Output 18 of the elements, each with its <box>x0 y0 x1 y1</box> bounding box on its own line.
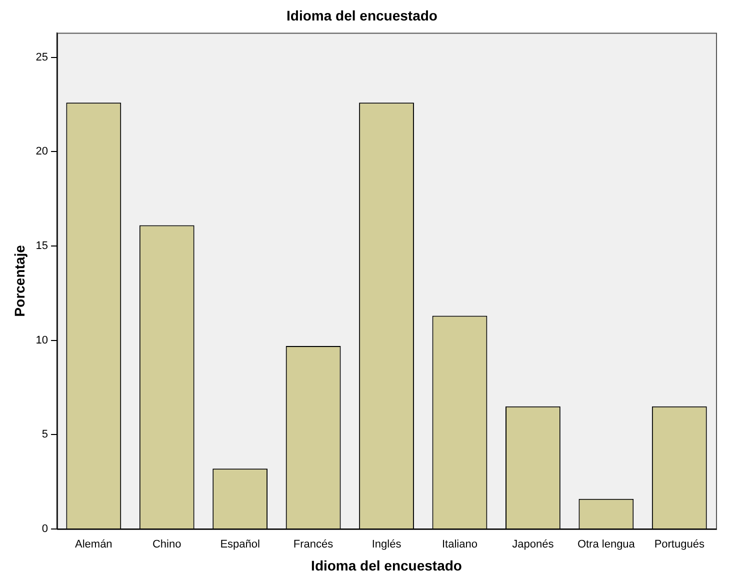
x-tick-label: Chino <box>152 538 182 551</box>
x-tick-label: Italiano <box>442 538 478 551</box>
y-tick-label: 0 <box>42 523 48 536</box>
y-tick-label: 5 <box>42 428 48 441</box>
y-tick-label: 25 <box>36 51 48 64</box>
x-tick-label: Inglés <box>372 538 402 551</box>
x-tick-label: Otra lengua <box>577 538 636 551</box>
x-tick-label: Japonés <box>512 538 554 551</box>
x-axis-title: Idioma del encuestado <box>311 557 462 574</box>
x-tick-label: Alemán <box>74 538 112 551</box>
y-tick-label: 10 <box>36 334 48 346</box>
y-axis-title: Porcentaje <box>11 244 28 317</box>
chart-title: Idioma del encuestado <box>286 7 438 24</box>
x-tick-label: Español <box>220 538 260 551</box>
x-tick-label: Portugués <box>654 538 705 551</box>
y-tick-label: 20 <box>36 146 48 158</box>
x-tick-label: Francés <box>293 538 334 551</box>
y-tick-label: 15 <box>36 240 48 252</box>
